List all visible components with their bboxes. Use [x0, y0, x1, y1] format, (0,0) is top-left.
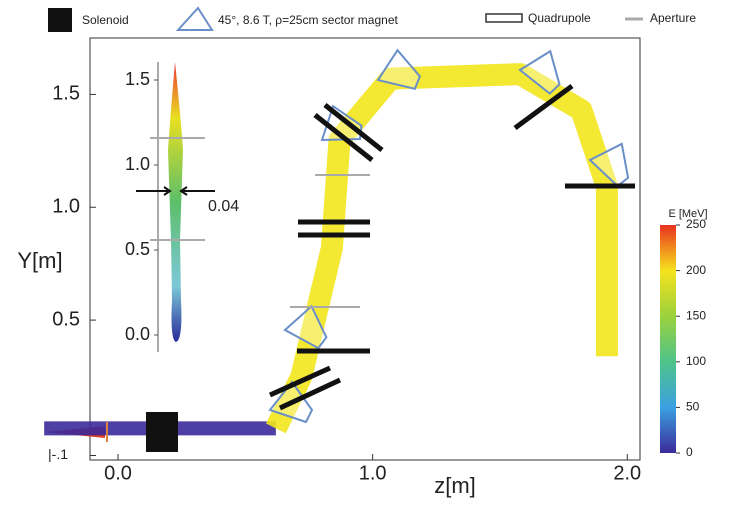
sector-magnet — [518, 49, 561, 95]
quadrupole — [313, 113, 374, 162]
colorbar-tick-label: 250 — [686, 217, 706, 231]
inset-y-tick-label: 0.0 — [125, 324, 150, 344]
x-tick-label: 1.0 — [359, 462, 387, 484]
x-tick-label: 0.0 — [104, 462, 132, 484]
x-tick-label: 2.0 — [613, 462, 641, 484]
legend-solenoid: Solenoid — [82, 13, 129, 27]
colorbar-tick-label: 50 — [686, 400, 700, 414]
inset-y-tick-label: 1.5 — [125, 69, 150, 89]
y-tick-label: 0.5 — [52, 308, 80, 330]
inset-y-tick-label: 0.5 — [125, 239, 150, 259]
quadrupole — [513, 83, 574, 131]
quadrupole — [323, 103, 384, 152]
inset-beam — [168, 62, 183, 342]
colorbar-tick-label: 200 — [686, 263, 706, 277]
colorbar-tick-label: 0 — [686, 445, 693, 459]
y-tick-label: 1.0 — [52, 196, 80, 218]
y-axis-label: Y[m] — [17, 248, 62, 273]
y-tick-label: 1.5 — [52, 83, 80, 105]
sector-magnet — [376, 48, 421, 90]
inset-annotation: 0.04 — [208, 198, 239, 215]
colorbar-title: E [MeV] — [668, 208, 707, 220]
beam — [266, 63, 618, 434]
legend-aperture: Aperture — [650, 11, 696, 25]
colorbar-tick-label: 100 — [686, 354, 706, 368]
colorbar — [660, 225, 676, 453]
quadrupole — [278, 377, 342, 411]
y-tick-label: |-.1 — [48, 446, 68, 462]
legend-magnet: 45°, 8.6 T, ρ=25cm sector magnet — [218, 13, 398, 27]
x-axis-label: z[m] — [434, 473, 476, 498]
legend-solenoid-icon — [48, 8, 72, 32]
plot-frame — [89, 37, 641, 461]
solenoid — [146, 412, 178, 452]
sector-magnet — [283, 304, 328, 350]
colorbar-tick-label: 150 — [686, 308, 706, 322]
legend-magnet-icon — [175, 6, 214, 31]
inset-y-tick-label: 1.0 — [125, 154, 150, 174]
quadrupole — [268, 365, 332, 398]
legend-quadrupole-icon — [485, 13, 523, 23]
sector-magnet — [588, 142, 630, 188]
inset-arrows — [136, 186, 215, 196]
legend-quadrupole: Quadrupole — [528, 11, 591, 25]
